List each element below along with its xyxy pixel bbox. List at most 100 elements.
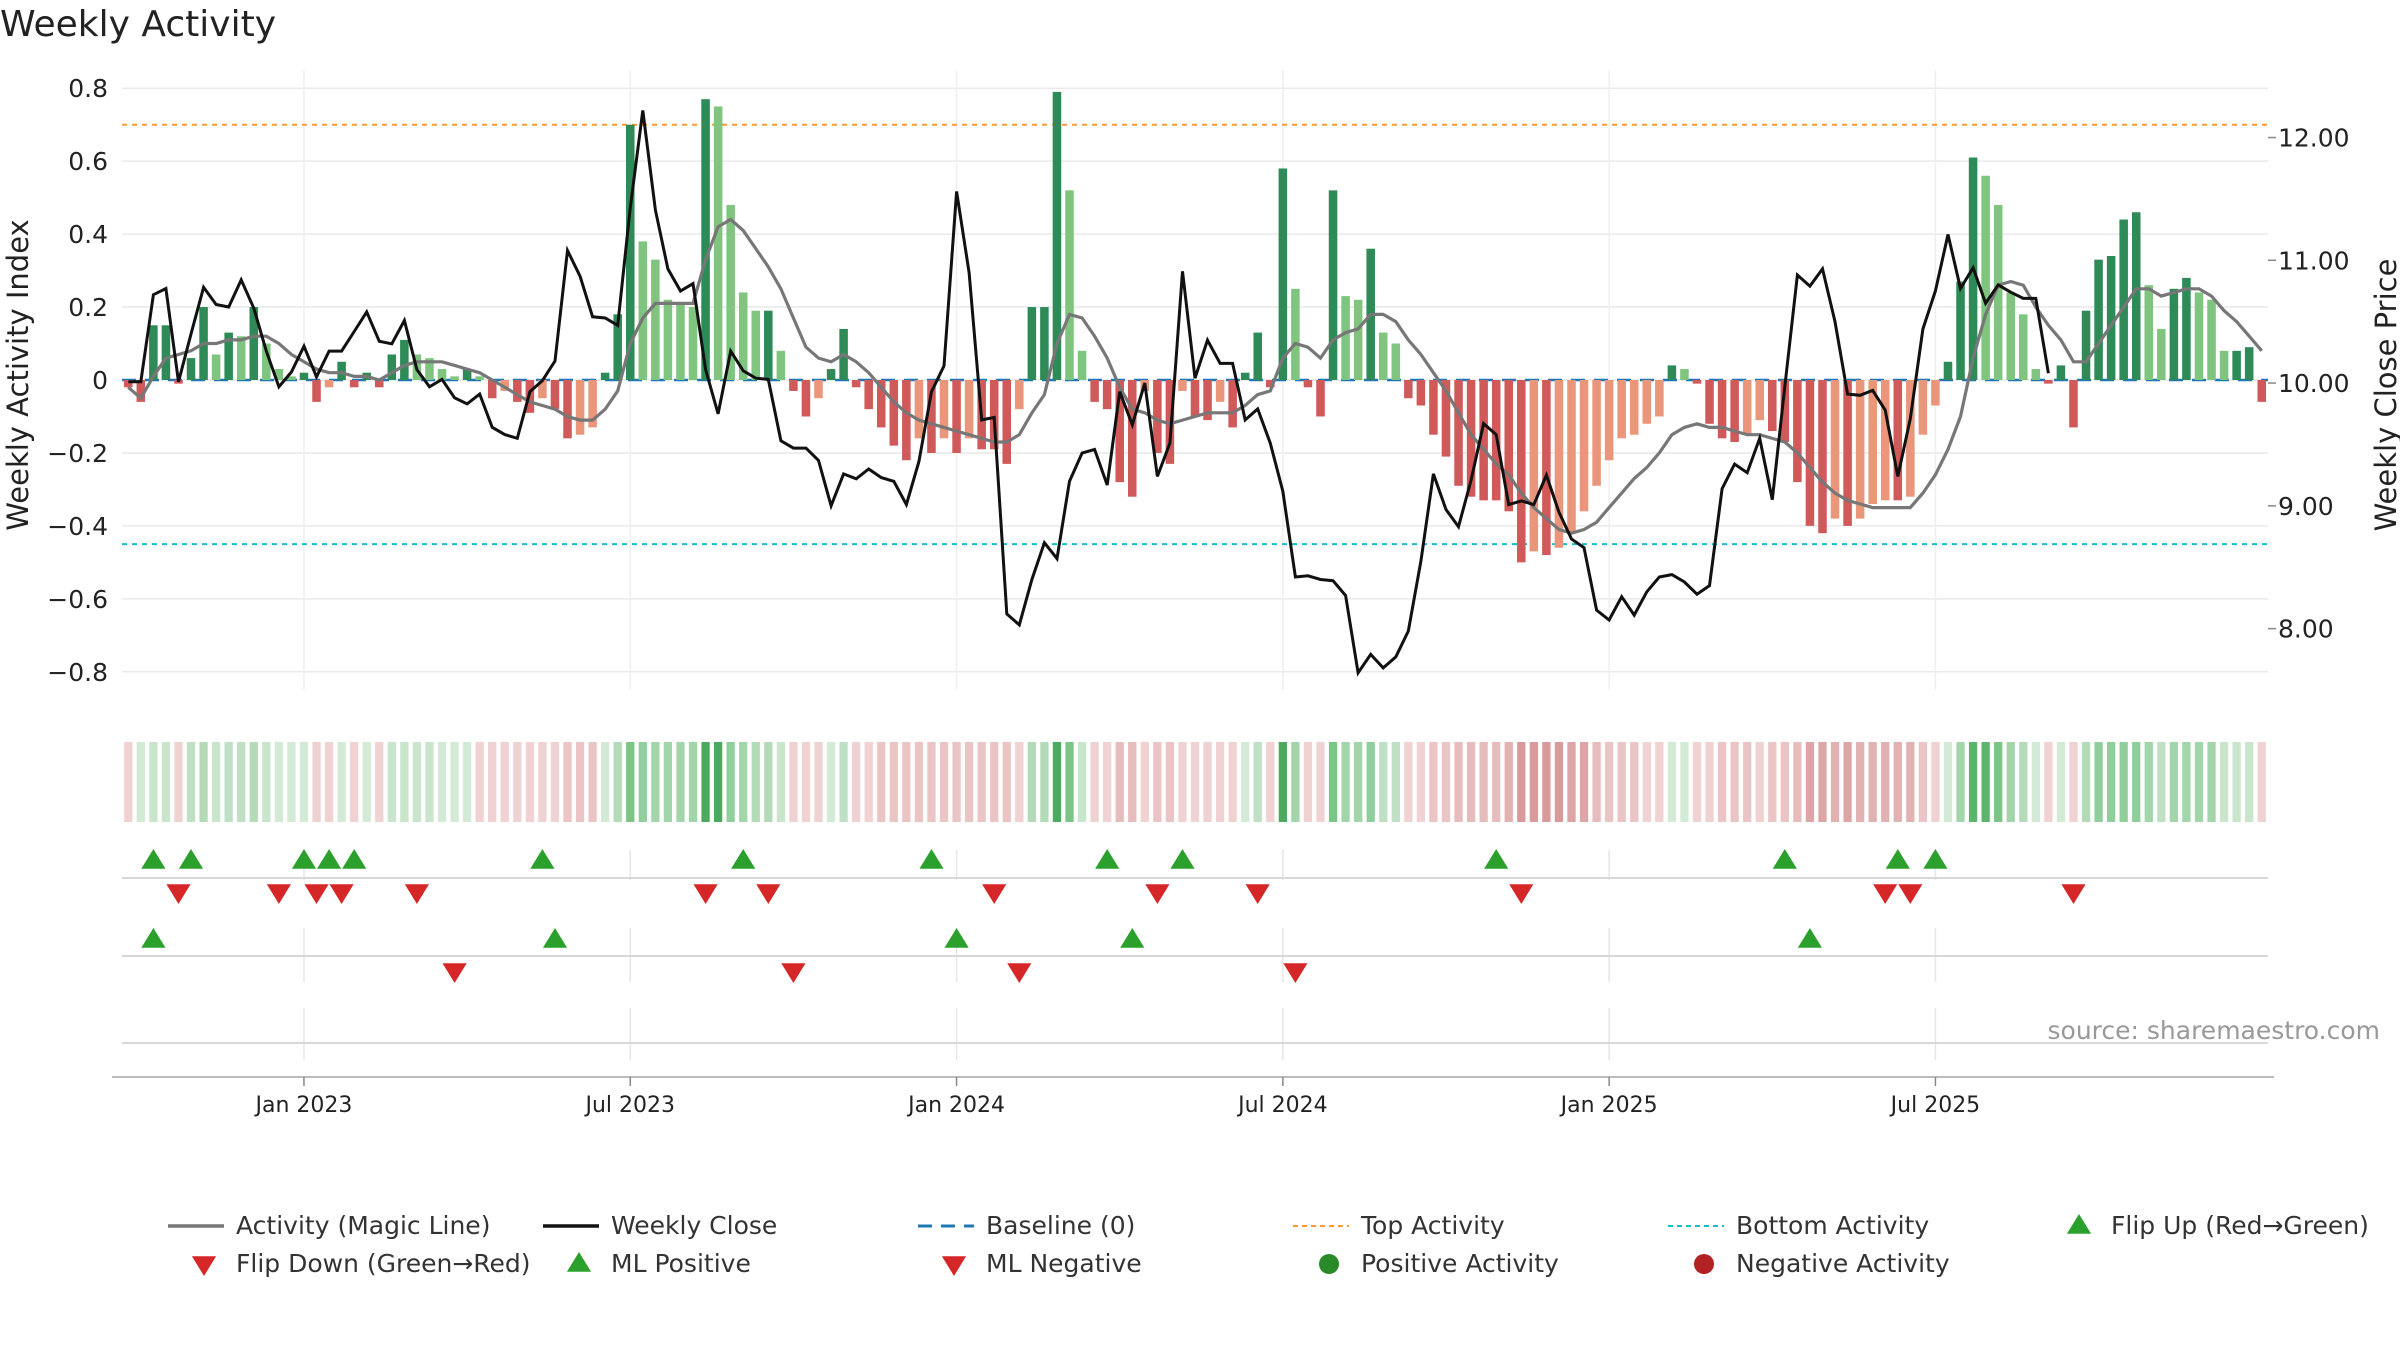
flip-down-marker <box>404 884 429 904</box>
legend-swatch <box>918 1224 974 1228</box>
state-strip-cell <box>2169 742 2179 822</box>
activity-bar <box>1705 380 1714 424</box>
state-strip-cell <box>1956 742 1965 822</box>
activity-bar <box>487 380 497 399</box>
activity-bar <box>1692 380 1702 384</box>
state-strip-cell <box>977 742 986 822</box>
activity-bar <box>1805 380 1815 526</box>
state-strip-cell <box>1554 742 1564 822</box>
activity-bar <box>2069 380 2078 428</box>
activity-bar <box>299 372 309 380</box>
legend-swatch <box>1694 1254 1714 1274</box>
state-strip-cell <box>2157 742 2166 822</box>
ml-positive-marker <box>542 928 568 948</box>
activity-bar <box>726 204 735 380</box>
legend-item: Activity (Magic Line) <box>168 1211 491 1240</box>
state-strip-cell <box>2144 742 2153 822</box>
state-strip-cell <box>1780 742 1789 822</box>
activity-bar <box>801 380 811 417</box>
state-strip-cell <box>1115 742 1124 822</box>
state-strip-cell <box>425 742 434 822</box>
state-strip-cell <box>1542 742 1551 822</box>
y-tick-label: 0.4 <box>68 220 108 249</box>
state-strip-cell <box>1153 742 1162 822</box>
state-strip-cell <box>1215 742 1225 822</box>
state-strip-cell <box>1341 742 1350 822</box>
activity-bar <box>1429 380 1438 435</box>
state-strip-cell <box>124 742 133 822</box>
activity-bar <box>1617 380 1626 439</box>
state-strip-cell <box>1517 742 1526 822</box>
ml-positive-marker <box>1120 928 1145 948</box>
activity-bar <box>1768 380 1777 432</box>
activity-state-strip <box>124 742 2266 822</box>
activity-bar <box>2106 256 2116 380</box>
state-strip-cell <box>1316 742 1325 822</box>
state-strip-cell <box>1266 742 1275 822</box>
legend-label: Flip Down (Green→Red) <box>236 1249 531 1278</box>
activity-bar <box>1780 380 1790 442</box>
state-strip-cell <box>2094 742 2103 822</box>
legend-swatch <box>2066 1214 2092 1234</box>
state-strip-cell <box>1027 742 1036 822</box>
state-strip-cell <box>224 742 233 822</box>
state-strip-cell <box>1328 742 1338 822</box>
state-strip-cell <box>2182 742 2191 822</box>
activity-bar <box>2031 369 2041 380</box>
legend-item: Weekly Close <box>543 1211 777 1240</box>
flip-down-marker <box>166 884 191 904</box>
y2-tick-label: 9.00 <box>2278 492 2334 521</box>
state-strip-cell <box>199 742 208 822</box>
legend-swatch <box>543 1224 599 1228</box>
state-strip-cell <box>1278 742 1287 822</box>
activity-bar <box>1090 380 1099 402</box>
state-strip-cell <box>1090 742 1099 822</box>
activity-bar <box>1165 380 1175 464</box>
state-strip-cell <box>952 742 961 822</box>
activity-bar <box>274 369 284 380</box>
legend-swatch <box>566 1252 592 1272</box>
flip-up-marker <box>530 849 555 869</box>
state-strip-cell <box>538 742 547 822</box>
activity-bar <box>1918 380 1928 435</box>
state-strip-cell <box>1228 742 1237 822</box>
legend-label: Activity (Magic Line) <box>236 1211 491 1240</box>
flip-down-marker <box>266 884 291 904</box>
activity-bar <box>826 369 836 380</box>
state-strip-cell <box>2119 742 2128 822</box>
state-strip-cell <box>914 742 924 822</box>
state-strip-cell <box>575 742 585 822</box>
state-strip-cell <box>211 742 221 822</box>
legend-circle-icon <box>1319 1254 1339 1274</box>
activity-bar <box>1868 380 1877 504</box>
activity-bar <box>513 380 522 402</box>
activity-bar <box>1843 380 1852 526</box>
legend-swatch <box>1668 1225 1724 1227</box>
state-strip-cell <box>1065 742 1074 822</box>
state-strip-cell <box>2106 742 2116 822</box>
activity-bar <box>1993 204 2003 380</box>
state-strip-cell <box>287 742 296 822</box>
legend-triangle-up-icon <box>566 1252 592 1272</box>
y-tick-label: −0.4 <box>47 512 108 541</box>
flip-up-marker <box>291 849 317 869</box>
activity-bar <box>1228 380 1237 428</box>
activity-bar <box>1102 380 1112 410</box>
activity-bar <box>236 336 246 380</box>
activity-bar <box>575 380 585 435</box>
flip-up-marker <box>1772 849 1797 869</box>
activity-bar <box>1454 380 1463 486</box>
state-strip-cell <box>864 742 873 822</box>
state-strip-cell <box>2194 742 2204 822</box>
state-strip-cell <box>2031 742 2040 822</box>
y2-axis-label: Weekly Close Price <box>2369 259 2400 532</box>
activity-bar <box>450 376 459 380</box>
state-strip-cell <box>274 742 284 822</box>
state-strip-cell <box>1354 742 1363 822</box>
legend-label: ML Negative <box>986 1249 1142 1278</box>
state-strip-cell <box>1040 742 1049 822</box>
state-strip-cell <box>1805 742 1815 822</box>
legend-triangle-down-icon <box>191 1256 217 1276</box>
state-strip-cell <box>1190 742 1200 822</box>
